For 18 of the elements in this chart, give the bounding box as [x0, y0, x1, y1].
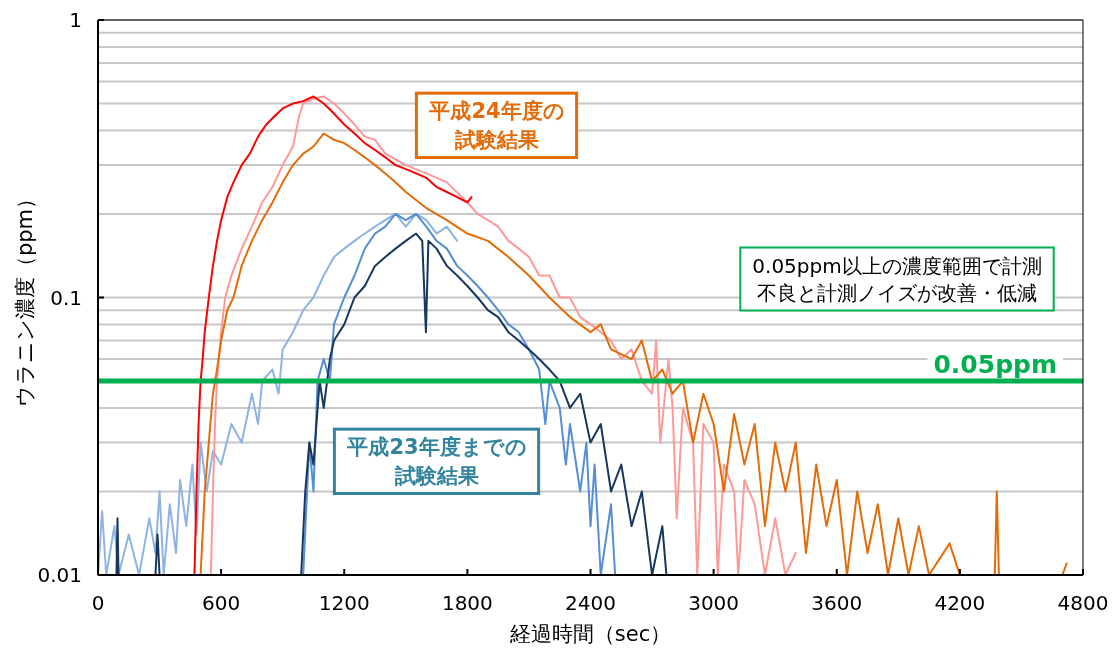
- x-tick-label: 0: [91, 591, 105, 615]
- ref-line-label: 0.05ppm: [933, 350, 1057, 380]
- x-tick-label: 1200: [318, 591, 370, 615]
- y-tick-label: 0.1: [50, 285, 82, 310]
- y-tick-label: 0.01: [37, 563, 82, 587]
- x-tick-label: 600: [202, 591, 241, 615]
- annotation: 0.05ppm以上の濃度範囲で計測不良と計測ノイズが改善・低減: [752, 253, 1042, 305]
- annotation: 平成23年度までの試験結果: [346, 435, 527, 488]
- y-axis-title: ウラニン濃度（ppm）: [13, 187, 37, 408]
- x-tick-label: 4800: [1057, 591, 1109, 615]
- x-tick-label: 1800: [441, 591, 493, 615]
- annotation: 平成24年度の試験結果: [428, 99, 565, 152]
- x-tick-label: 4200: [934, 591, 986, 615]
- x-tick-label: 2400: [565, 591, 616, 615]
- x-tick-label: 3600: [811, 591, 863, 615]
- x-tick-label: 3000: [688, 591, 740, 615]
- y-tick-label: 1: [69, 8, 82, 32]
- x-axis-title: 経過時間（sec）: [508, 622, 672, 646]
